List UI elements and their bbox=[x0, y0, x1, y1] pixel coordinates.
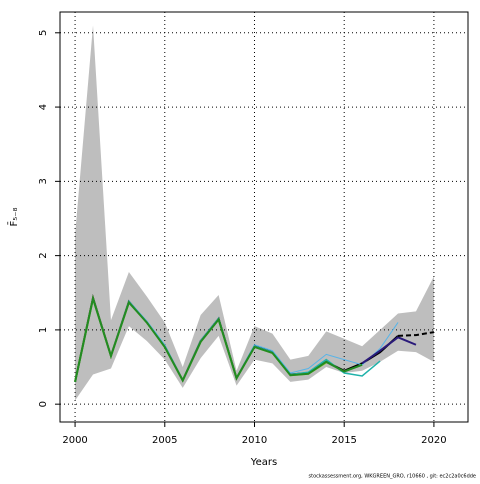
y-tick-label: 4 bbox=[38, 104, 49, 110]
y-tick-label: 5 bbox=[38, 30, 49, 36]
x-axis-label: Years bbox=[250, 457, 277, 468]
x-tick-label: 2010 bbox=[242, 435, 267, 446]
y-tick-label: 1 bbox=[38, 327, 49, 333]
x-tick-label: 2005 bbox=[152, 435, 177, 446]
x-tick-label: 2020 bbox=[421, 435, 446, 446]
series-line bbox=[74, 294, 363, 383]
y-axis-label: F̄₅₋₈ bbox=[7, 207, 20, 226]
confidence-band bbox=[75, 25, 434, 401]
plot-frame bbox=[59, 11, 469, 423]
x-tick-label: 2015 bbox=[331, 435, 356, 446]
footnote: stockassessment.org, WKGREEN_GRO, r10660… bbox=[309, 474, 476, 480]
x-tick-label: 2000 bbox=[62, 435, 87, 446]
series-line bbox=[397, 331, 435, 337]
y-tick-label: 3 bbox=[38, 178, 49, 184]
y-tick-label: 0 bbox=[38, 401, 49, 407]
y-tick-label: 2 bbox=[38, 252, 49, 258]
series-line bbox=[361, 336, 417, 365]
